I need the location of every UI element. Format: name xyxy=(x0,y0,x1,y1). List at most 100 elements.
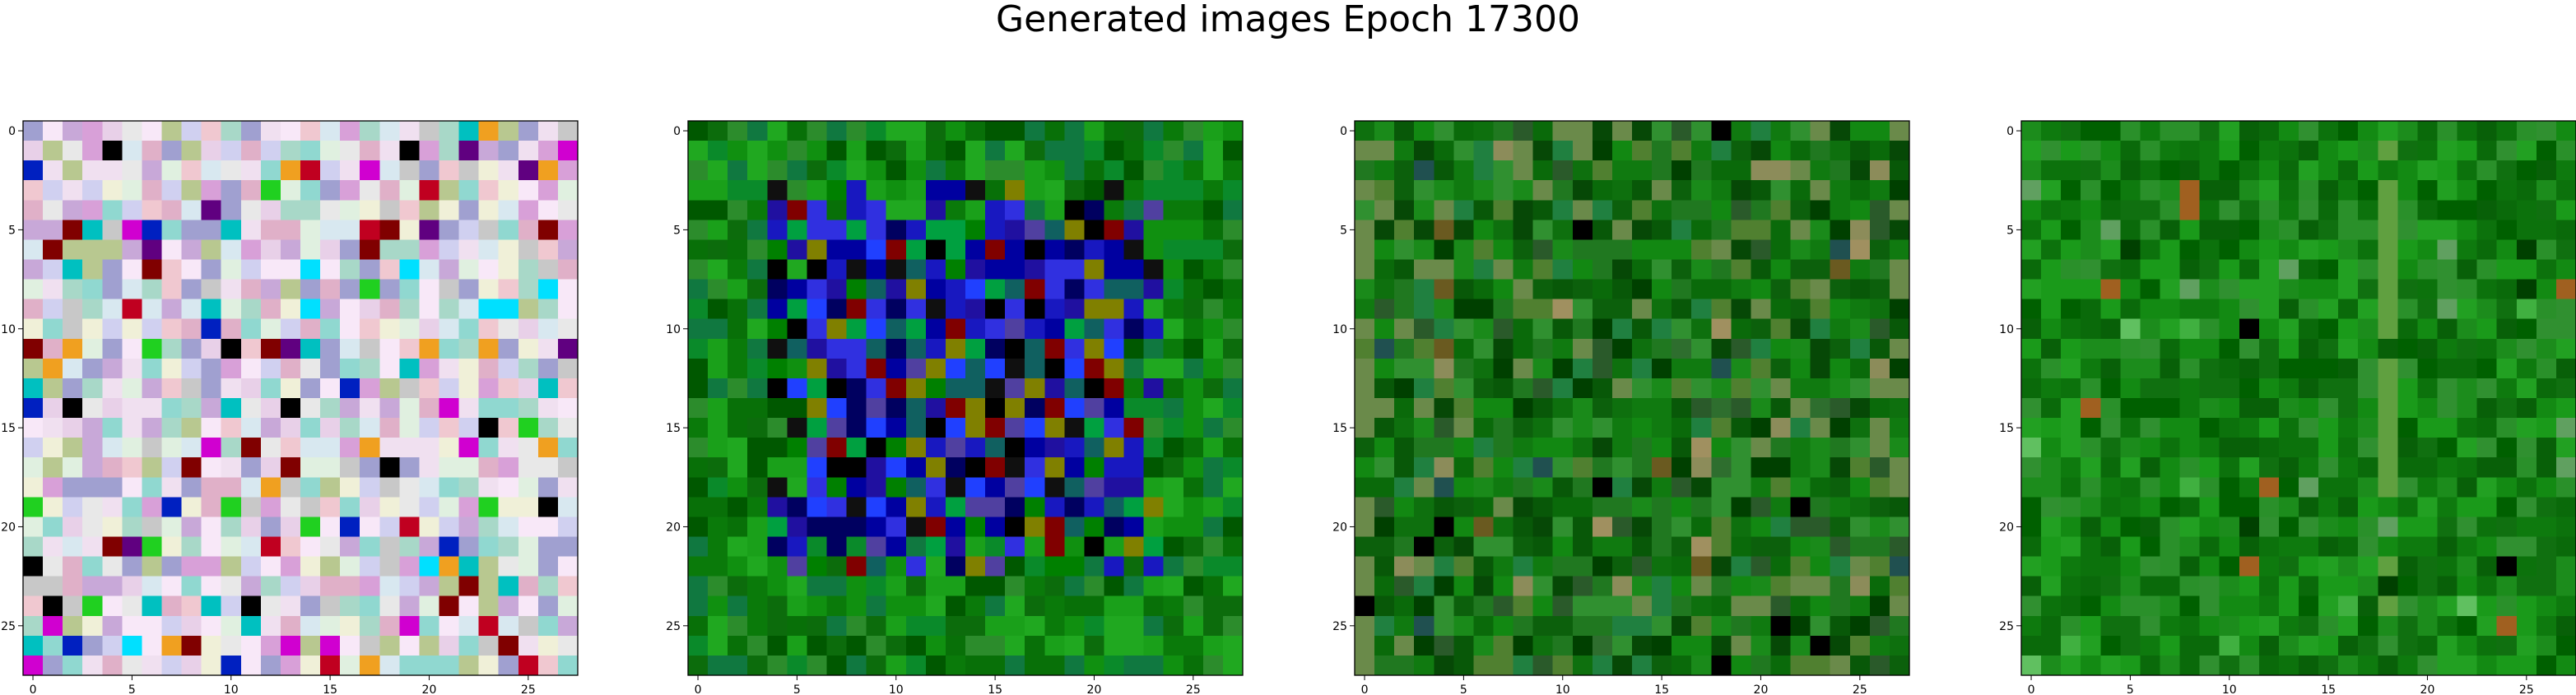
pixel xyxy=(2397,121,2419,141)
pixel xyxy=(1025,536,1045,558)
pixel xyxy=(2476,517,2498,538)
pixel xyxy=(905,358,927,379)
pixel xyxy=(1731,160,1752,181)
pixel xyxy=(1473,398,1495,419)
pixel xyxy=(1731,497,1752,518)
pixel xyxy=(905,536,927,558)
pixel xyxy=(965,299,986,320)
pixel xyxy=(1592,141,1613,161)
pixel xyxy=(2199,259,2220,280)
pixel xyxy=(866,438,887,458)
pixel xyxy=(1123,358,1145,379)
pixel xyxy=(2299,655,2319,676)
pixel xyxy=(2397,398,2419,419)
pixel xyxy=(2021,556,2042,577)
pixel xyxy=(866,378,887,399)
pixel xyxy=(43,576,63,597)
pixel xyxy=(1025,418,1045,438)
pixel xyxy=(1672,299,1692,320)
pixel xyxy=(1790,517,1811,538)
pixel xyxy=(1044,477,1065,498)
pixel xyxy=(1374,239,1395,261)
pixel xyxy=(747,259,768,280)
pixel xyxy=(360,200,380,220)
pixel xyxy=(826,615,848,637)
pixel xyxy=(63,141,83,161)
pixel xyxy=(1790,239,1811,261)
pixel xyxy=(2437,358,2458,379)
pixel xyxy=(2160,556,2181,577)
pixel xyxy=(1434,536,1454,558)
pixel xyxy=(2437,220,2458,241)
pixel xyxy=(2278,556,2299,577)
pixel xyxy=(399,398,421,419)
pixel xyxy=(905,220,927,241)
pixel xyxy=(925,655,946,676)
y-tick-label: 0 xyxy=(673,125,681,138)
pixel xyxy=(708,299,728,320)
pixel xyxy=(2555,418,2576,438)
pixel xyxy=(280,595,301,617)
pixel xyxy=(688,358,709,379)
pixel xyxy=(240,615,262,637)
pixel xyxy=(537,576,559,597)
pixel xyxy=(1202,398,1224,419)
pixel xyxy=(1434,160,1454,181)
pixel xyxy=(2179,477,2201,498)
pixel xyxy=(320,180,341,201)
pixel xyxy=(439,536,460,558)
pixel xyxy=(2338,259,2359,280)
pixel xyxy=(2120,536,2141,558)
pixel xyxy=(439,576,460,597)
pixel xyxy=(2299,378,2319,399)
pixel xyxy=(846,318,867,340)
pixel xyxy=(557,556,579,577)
pixel xyxy=(2160,200,2181,220)
pixel xyxy=(905,141,927,161)
pixel xyxy=(1183,358,1204,379)
pixel xyxy=(826,378,848,399)
pixel xyxy=(1414,141,1434,161)
pixel xyxy=(1064,615,1086,637)
pixel xyxy=(2338,556,2359,577)
pixel xyxy=(1731,576,1752,597)
pixel xyxy=(2219,239,2240,261)
pixel xyxy=(300,160,321,181)
pixel xyxy=(280,180,301,201)
pixel xyxy=(1751,497,1772,518)
pixel xyxy=(63,556,83,577)
pixel xyxy=(557,398,579,419)
pixel xyxy=(2397,635,2419,656)
pixel xyxy=(181,418,202,438)
pixel xyxy=(201,655,222,676)
pixel xyxy=(201,595,222,617)
pixel xyxy=(458,576,480,597)
pixel xyxy=(181,299,202,320)
pixel xyxy=(1691,595,1712,617)
pixel xyxy=(1672,259,1692,280)
pixel xyxy=(2021,438,2042,458)
pixel xyxy=(1611,477,1633,498)
pixel xyxy=(866,576,887,597)
pixel xyxy=(2199,655,2220,676)
pixel xyxy=(2081,299,2101,320)
y-tick-label: 15 xyxy=(1999,422,2014,435)
pixel xyxy=(1572,279,1593,300)
pixel xyxy=(2457,398,2478,419)
pixel xyxy=(767,517,788,538)
pixel xyxy=(2299,418,2319,438)
pixel xyxy=(1414,556,1434,577)
pixel xyxy=(1084,239,1105,261)
pixel xyxy=(122,556,143,577)
pixel xyxy=(439,338,460,359)
pixel xyxy=(537,358,559,379)
pixel xyxy=(1163,418,1184,438)
pixel xyxy=(2516,655,2537,676)
pixel xyxy=(2061,635,2081,656)
pixel xyxy=(1123,536,1145,558)
pixel xyxy=(2378,239,2398,261)
pixel xyxy=(2021,239,2042,261)
pixel xyxy=(2100,180,2121,201)
pixel xyxy=(221,378,242,399)
pixel xyxy=(102,655,123,676)
